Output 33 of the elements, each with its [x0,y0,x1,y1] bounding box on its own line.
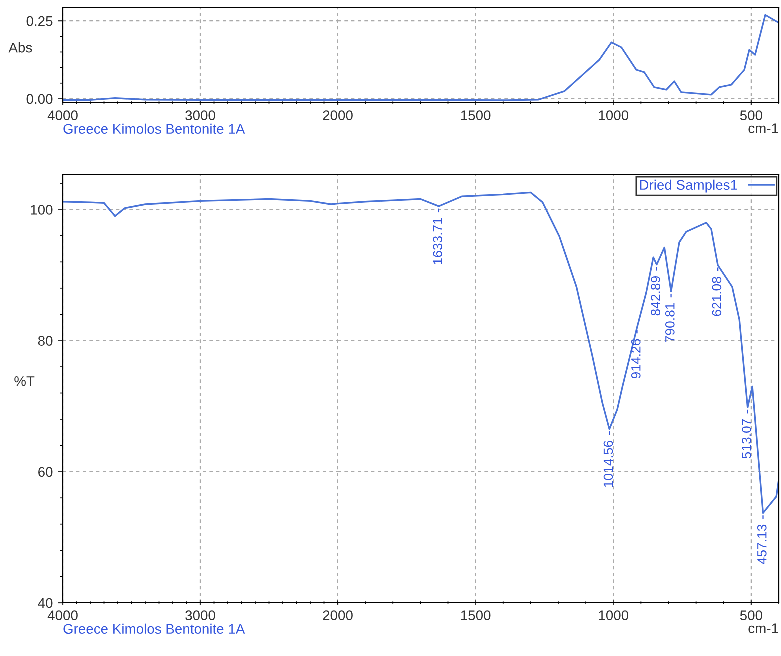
y-tick-label: 100 [31,205,53,215]
y-tick-label: 0.00 [26,94,53,104]
x-tick-label: 2000 [323,610,353,620]
text: Greece Kimolos Bentonite 1A [64,624,246,634]
x-tick-label: 1000 [599,610,629,620]
annotation: 621.08 [712,277,722,316]
x-tick-label: 1500 [461,110,491,120]
annotation: 842.89 [651,276,660,316]
annotation: 914.26 [631,339,641,379]
x-tick-label: 3000 [186,610,216,620]
x-tick-label: 4000 [48,610,78,620]
annotation: 513.07 [742,419,752,459]
y-tick-label: 80 [38,336,53,346]
y-tick-label: 0.25 [26,16,53,26]
x-tick-label: 1000 [599,110,629,120]
legend-label: Dried Samples1 [640,180,738,193]
x-axis-title: cm-1 [748,624,778,634]
x-tick-label: 1500 [461,610,491,620]
annotation: 1633.71 [433,218,442,264]
x-tick-label: 500 [740,110,762,120]
y-axis-title: Abs [8,42,32,53]
x-tick-label: 3000 [186,110,216,120]
y-tick-label: 40 [38,598,53,608]
text: Greece Kimolos Bentonite 1A [64,124,246,134]
x-tick-label: 4000 [48,110,78,120]
x-tick-label: 500 [740,610,762,620]
annotation: 790.81 [665,303,675,342]
annotation: 457.13 [757,524,767,564]
y-tick-label: 60 [38,467,53,478]
y-axis-title: %T [14,376,35,386]
annotation: 1014.56 [604,440,614,488]
x-axis-title: cm-1 [748,124,778,134]
x-tick-label: 2000 [323,110,353,120]
